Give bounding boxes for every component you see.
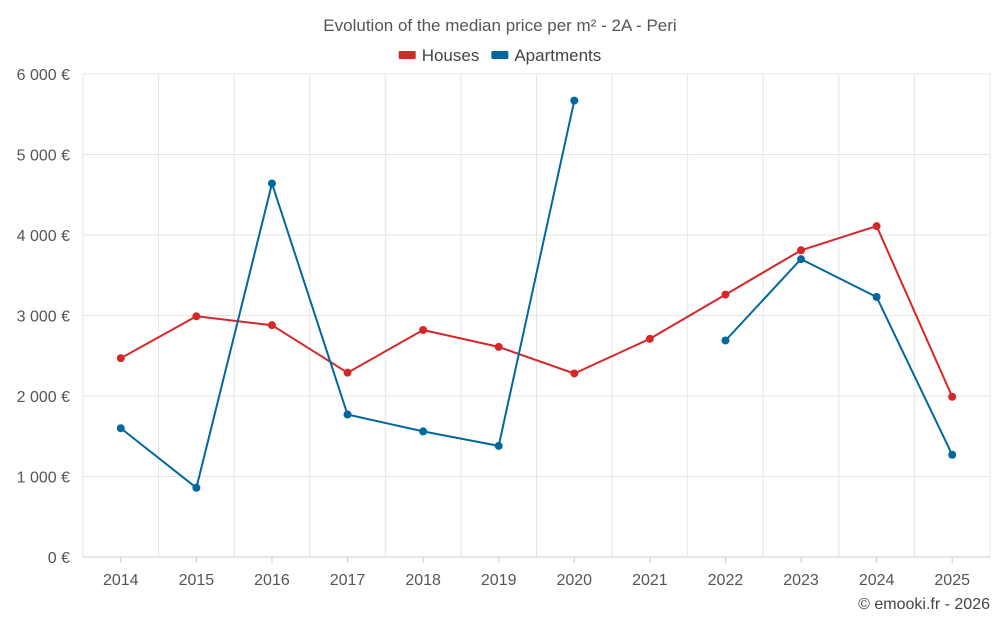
houses-point bbox=[267, 321, 276, 330]
x-tick-label: 2017 bbox=[330, 572, 366, 589]
legend-swatch-houses bbox=[398, 51, 416, 59]
apartments-point bbox=[872, 292, 881, 301]
y-tick-label: 3 000 € bbox=[17, 309, 70, 326]
x-tick-label: 2024 bbox=[859, 572, 895, 589]
apartments-line bbox=[120, 100, 576, 489]
x-axis: 2014 2015 2016 2017 2018 2019 2020 2021 2022 2023… bbox=[83, 556, 990, 589]
x-tick-label: 2022 bbox=[708, 572, 744, 589]
legend: Houses Apartments bbox=[398, 46, 601, 65]
apartments-point bbox=[116, 424, 125, 433]
apartments-point bbox=[948, 450, 957, 459]
apartments-point bbox=[570, 96, 579, 105]
x-tick-label: 2014 bbox=[103, 572, 139, 589]
houses-point bbox=[494, 342, 503, 351]
apartments-point bbox=[419, 427, 428, 436]
legend-item-houses: Houses bbox=[398, 46, 480, 65]
y-tick-label: 6 000 € bbox=[17, 67, 70, 84]
apartments-point bbox=[494, 441, 503, 450]
y-tick-label: 0 € bbox=[48, 550, 70, 567]
x-tick-label: 2025 bbox=[934, 572, 970, 589]
series-apartments bbox=[116, 96, 957, 492]
y-tick-label: 4 000 € bbox=[17, 228, 70, 245]
apartments-point bbox=[721, 336, 730, 345]
credit-text: © emooki.fr - 2026 bbox=[858, 596, 990, 613]
series-layer bbox=[116, 96, 957, 492]
houses-point bbox=[645, 334, 654, 343]
houses-point bbox=[419, 325, 428, 334]
apartments-point bbox=[192, 483, 201, 492]
apartments-point bbox=[797, 255, 806, 264]
houses-point bbox=[570, 369, 579, 378]
houses-point bbox=[116, 354, 125, 363]
y-tick-label: 1 000 € bbox=[17, 470, 70, 487]
houses-point bbox=[797, 246, 806, 255]
x-tick-label: 2020 bbox=[556, 572, 592, 589]
chart-title: Evolution of the median price per m² - 2… bbox=[323, 16, 676, 35]
grid-lines bbox=[82, 73, 991, 557]
x-tick-label: 2015 bbox=[179, 572, 215, 589]
legend-swatch-apartments bbox=[491, 51, 509, 59]
y-tick-label: 2 000 € bbox=[17, 389, 70, 406]
x-tick-label: 2019 bbox=[481, 572, 517, 589]
x-tick-label: 2021 bbox=[632, 572, 668, 589]
x-tick-label: 2018 bbox=[405, 572, 441, 589]
series-houses bbox=[116, 222, 957, 401]
legend-label-apartments: Apartments bbox=[514, 46, 601, 65]
apartments-point bbox=[343, 410, 352, 419]
houses-point bbox=[948, 392, 957, 401]
y-axis: 0 € 1 000 € 2 000 € 3 000 € 4 000 € 5 000 € 6 … bbox=[17, 67, 70, 567]
x-tick-label: 2016 bbox=[254, 572, 290, 589]
x-tick-label: 2023 bbox=[783, 572, 819, 589]
houses-point bbox=[343, 368, 352, 377]
legend-label-houses: Houses bbox=[422, 46, 480, 65]
houses-point bbox=[192, 312, 201, 321]
houses-line bbox=[120, 225, 954, 398]
houses-point bbox=[872, 222, 881, 231]
houses-point bbox=[721, 290, 730, 299]
y-tick-label: 5 000 € bbox=[17, 148, 70, 165]
apartments-point bbox=[267, 179, 276, 188]
apartments-line bbox=[724, 258, 954, 456]
legend-item-apartments: Apartments bbox=[491, 46, 601, 65]
